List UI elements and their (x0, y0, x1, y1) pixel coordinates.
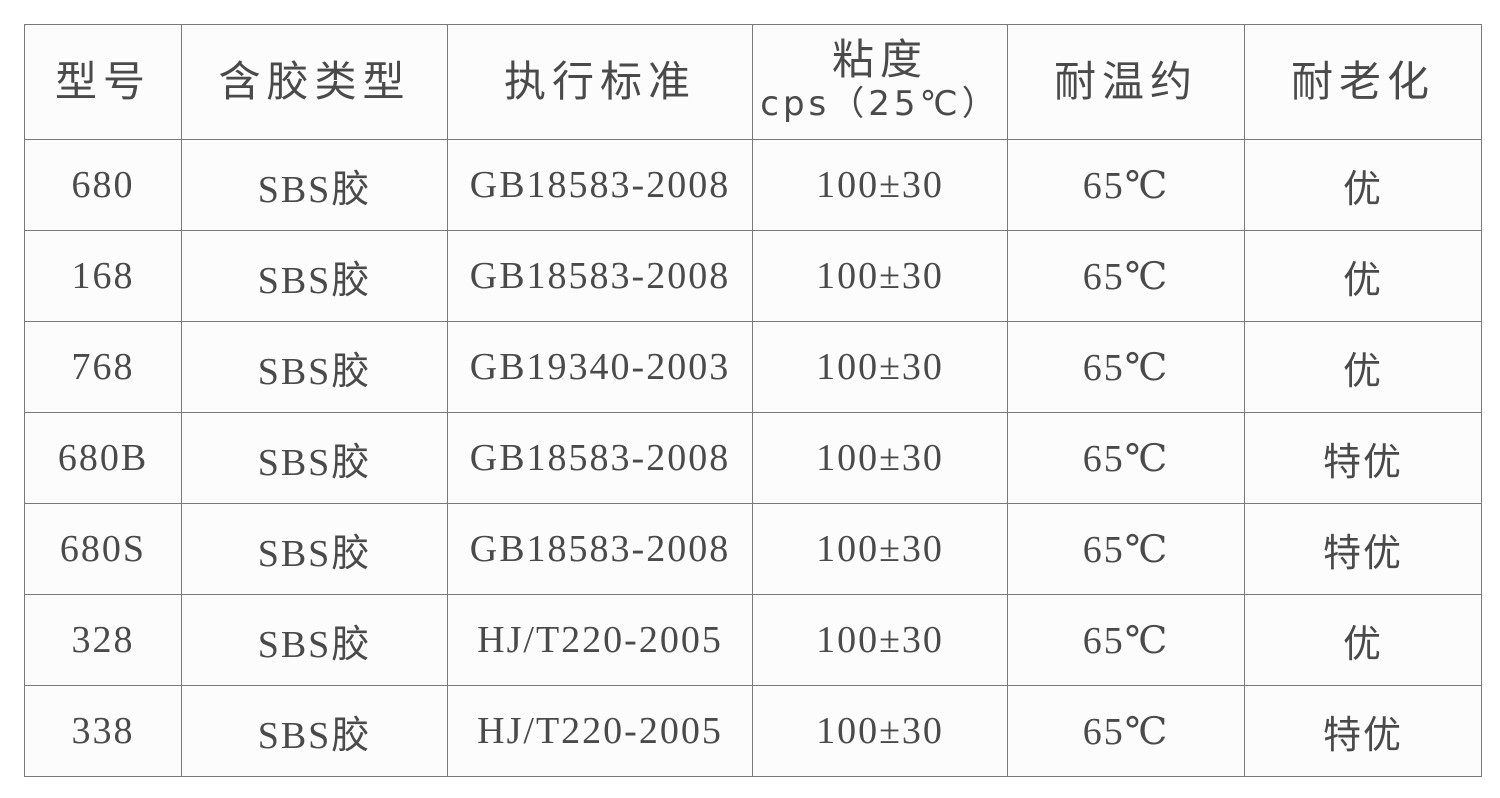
cell-viscosity: 100±30 (752, 139, 1008, 231)
cell-viscosity: 100±30 (752, 685, 1008, 777)
cell-temperature: 65℃ (1007, 503, 1245, 595)
cell-model: 338 (24, 685, 182, 777)
table-row: 328 SBS胶 HJ/T220-2005 100±30 65℃ 优 (24, 594, 1482, 686)
cell-viscosity: 100±30 (752, 412, 1008, 504)
header-standard: 执行标准 (447, 24, 753, 140)
cell-glue-type: SBS胶 (181, 230, 448, 322)
table-row: 338 SBS胶 HJ/T220-2005 100±30 65℃ 特优 (24, 685, 1482, 777)
cell-viscosity: 100±30 (752, 230, 1008, 322)
header-glue-type: 含胶类型 (181, 24, 448, 140)
cell-aging: 优 (1244, 139, 1482, 231)
cell-temperature: 65℃ (1007, 685, 1245, 777)
cell-standard: GB19340-2003 (447, 321, 753, 413)
table-row: 680B SBS胶 GB18583-2008 100±30 65℃ 特优 (24, 412, 1482, 504)
cell-model: 680S (24, 503, 182, 595)
cell-aging: 优 (1244, 594, 1482, 686)
header-viscosity-unit: cps（25℃） (760, 84, 1000, 124)
cell-glue-type: SBS胶 (181, 412, 448, 504)
header-model: 型号 (24, 24, 182, 140)
table-row: 768 SBS胶 GB19340-2003 100±30 65℃ 优 (24, 321, 1482, 413)
cell-viscosity: 100±30 (752, 503, 1008, 595)
cell-model: 768 (24, 321, 182, 413)
cell-standard: HJ/T220-2005 (447, 594, 753, 686)
cell-aging: 优 (1244, 230, 1482, 322)
cell-standard: HJ/T220-2005 (447, 685, 753, 777)
table-row: 680 SBS胶 GB18583-2008 100±30 65℃ 优 (24, 139, 1482, 231)
table-row: 168 SBS胶 GB18583-2008 100±30 65℃ 优 (24, 230, 1482, 322)
cell-glue-type: SBS胶 (181, 594, 448, 686)
cell-glue-type: SBS胶 (181, 139, 448, 231)
header-temperature: 耐温约 (1007, 24, 1245, 140)
cell-aging: 优 (1244, 321, 1482, 413)
header-viscosity-label: 粘度 (831, 35, 928, 84)
cell-model: 168 (24, 230, 182, 322)
cell-model: 680B (24, 412, 182, 504)
table-row: 680S SBS胶 GB18583-2008 100±30 65℃ 特优 (24, 503, 1482, 595)
cell-temperature: 65℃ (1007, 139, 1245, 231)
cell-temperature: 65℃ (1007, 412, 1245, 504)
header-aging: 耐老化 (1244, 24, 1482, 140)
cell-viscosity: 100±30 (752, 594, 1008, 686)
cell-glue-type: SBS胶 (181, 503, 448, 595)
cell-aging: 特优 (1244, 685, 1482, 777)
header-row: 型号 含胶类型 执行标准 粘度 cps（25℃） 耐温约 耐老化 (24, 24, 1482, 140)
cell-model: 680 (24, 139, 182, 231)
cell-aging: 特优 (1244, 412, 1482, 504)
cell-temperature: 65℃ (1007, 594, 1245, 686)
cell-standard: GB18583-2008 (447, 412, 753, 504)
header-viscosity: 粘度 cps（25℃） (752, 24, 1008, 140)
cell-temperature: 65℃ (1007, 321, 1245, 413)
cell-standard: GB18583-2008 (447, 230, 753, 322)
cell-viscosity: 100±30 (752, 321, 1008, 413)
cell-aging: 特优 (1244, 503, 1482, 595)
cell-glue-type: SBS胶 (181, 321, 448, 413)
cell-standard: GB18583-2008 (447, 139, 753, 231)
cell-standard: GB18583-2008 (447, 503, 753, 595)
cell-temperature: 65℃ (1007, 230, 1245, 322)
cell-model: 328 (24, 594, 182, 686)
cell-glue-type: SBS胶 (181, 685, 448, 777)
product-spec-table: 型号 含胶类型 执行标准 粘度 cps（25℃） 耐温约 耐老化 680 SBS胶 G… (24, 24, 1482, 777)
